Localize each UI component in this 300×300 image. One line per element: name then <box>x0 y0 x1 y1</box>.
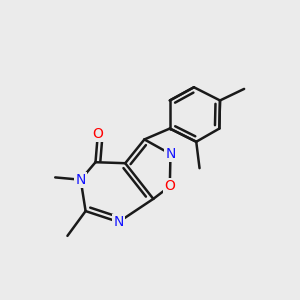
Text: O: O <box>92 127 103 141</box>
Text: O: O <box>164 179 175 193</box>
Text: N: N <box>165 147 176 161</box>
Text: N: N <box>113 215 124 229</box>
Text: N: N <box>76 173 86 187</box>
